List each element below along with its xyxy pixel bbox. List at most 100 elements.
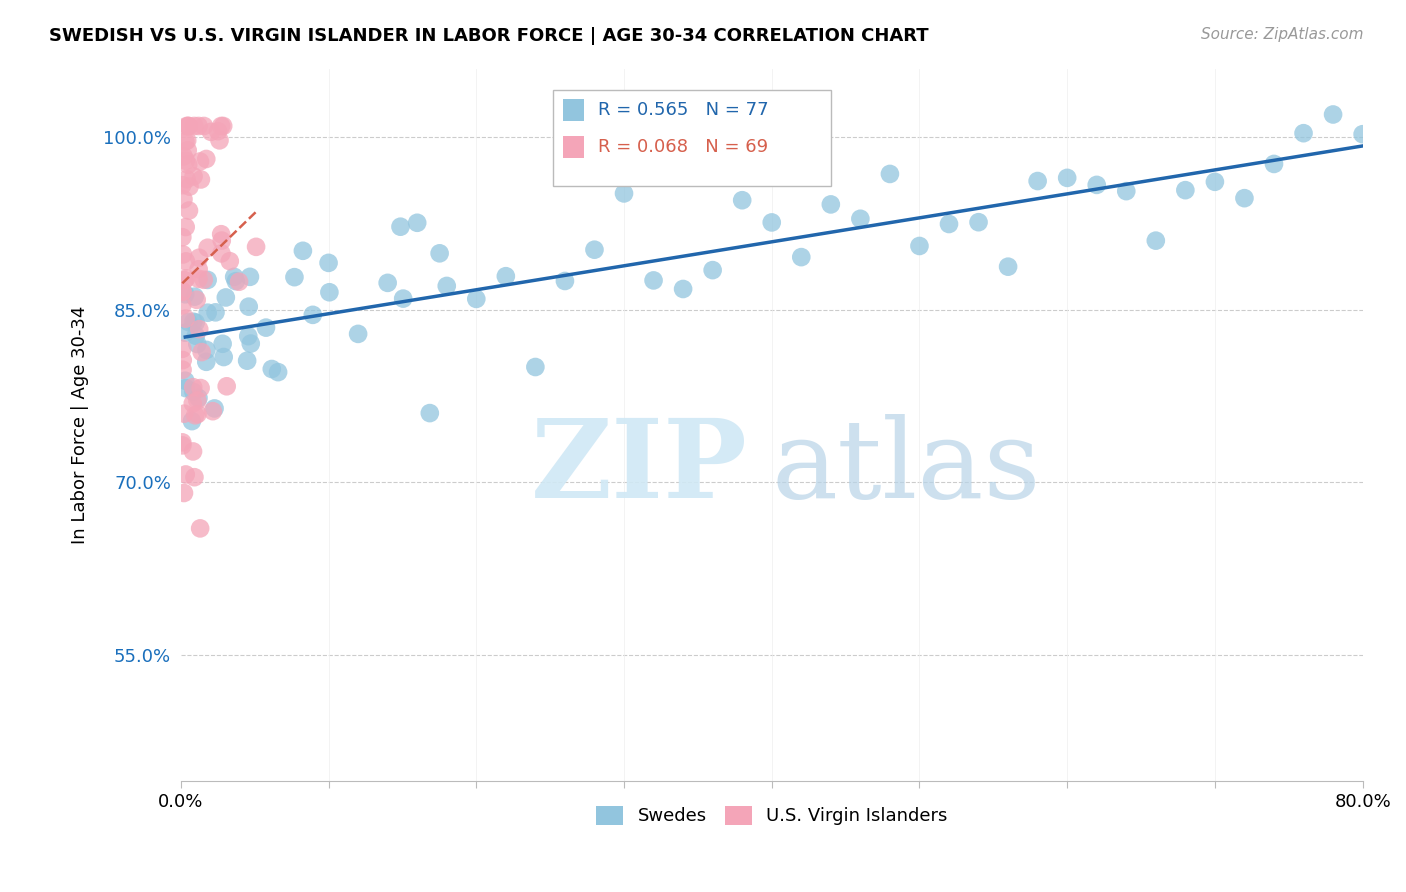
Point bbox=[187, 391, 209, 405]
Point bbox=[1026, 174, 1049, 188]
Point bbox=[207, 124, 229, 138]
Point bbox=[406, 216, 429, 230]
Point bbox=[215, 290, 238, 304]
Text: SWEDISH VS U.S. VIRGIN ISLANDER IN LABOR FORCE | AGE 30-34 CORRELATION CHART: SWEDISH VS U.S. VIRGIN ISLANDER IN LABOR… bbox=[49, 27, 929, 45]
Point bbox=[172, 247, 194, 261]
Text: ZIP: ZIP bbox=[531, 414, 748, 521]
Point bbox=[204, 401, 226, 416]
Point bbox=[184, 409, 207, 423]
Point bbox=[218, 254, 240, 268]
Point bbox=[177, 119, 200, 133]
Point bbox=[1233, 191, 1256, 205]
Point bbox=[211, 234, 233, 248]
Point bbox=[267, 365, 290, 379]
Point bbox=[183, 290, 205, 304]
Point bbox=[212, 350, 235, 364]
Point bbox=[212, 119, 235, 133]
Y-axis label: In Labor Force | Age 30-34: In Labor Force | Age 30-34 bbox=[72, 306, 89, 544]
Point bbox=[245, 240, 267, 254]
Point bbox=[209, 227, 232, 242]
Point bbox=[197, 241, 219, 255]
Point bbox=[419, 406, 441, 420]
Point bbox=[172, 435, 194, 450]
Point bbox=[174, 311, 197, 326]
Point bbox=[613, 186, 636, 201]
Point bbox=[172, 230, 194, 244]
Point bbox=[188, 521, 211, 535]
Point bbox=[731, 193, 754, 207]
Point bbox=[392, 292, 415, 306]
Point bbox=[173, 407, 195, 421]
Point bbox=[849, 211, 872, 226]
Point bbox=[225, 274, 247, 288]
Point bbox=[1174, 183, 1197, 197]
Point bbox=[188, 322, 211, 336]
Point bbox=[301, 308, 323, 322]
FancyBboxPatch shape bbox=[553, 90, 831, 186]
Point bbox=[172, 362, 194, 376]
Point bbox=[208, 133, 231, 147]
Point bbox=[179, 179, 201, 194]
Point bbox=[181, 444, 204, 458]
Point bbox=[174, 220, 197, 235]
Point bbox=[176, 133, 198, 147]
Point bbox=[238, 300, 260, 314]
Point bbox=[195, 355, 218, 369]
Point bbox=[790, 250, 813, 264]
Point bbox=[200, 125, 222, 139]
Point bbox=[186, 407, 208, 421]
Point bbox=[1351, 127, 1374, 141]
Point bbox=[174, 153, 197, 168]
Point bbox=[197, 273, 219, 287]
Point bbox=[209, 119, 232, 133]
Point bbox=[938, 217, 960, 231]
Point bbox=[211, 336, 233, 351]
Point bbox=[172, 284, 194, 298]
Point bbox=[193, 119, 215, 133]
Point bbox=[181, 380, 204, 394]
Point bbox=[174, 467, 197, 482]
Text: R = 0.565   N = 77: R = 0.565 N = 77 bbox=[598, 101, 769, 119]
Point bbox=[1381, 119, 1403, 133]
Point bbox=[188, 251, 211, 265]
Point bbox=[195, 152, 218, 166]
Point bbox=[291, 244, 314, 258]
Point bbox=[172, 192, 194, 206]
Point bbox=[174, 254, 197, 268]
Point bbox=[177, 143, 200, 157]
Point bbox=[183, 315, 205, 329]
Point bbox=[186, 293, 208, 307]
Point bbox=[672, 282, 695, 296]
Point bbox=[195, 343, 218, 357]
Point bbox=[583, 243, 606, 257]
Point bbox=[1292, 126, 1315, 140]
Point bbox=[702, 263, 724, 277]
Point bbox=[761, 215, 783, 229]
Point bbox=[184, 328, 207, 343]
Point bbox=[172, 353, 194, 368]
Point bbox=[997, 260, 1019, 274]
Point bbox=[254, 320, 277, 334]
Point bbox=[318, 285, 340, 300]
Point bbox=[173, 486, 195, 500]
Point bbox=[495, 269, 517, 284]
Point bbox=[183, 384, 205, 399]
Point bbox=[190, 381, 212, 395]
Point bbox=[190, 172, 212, 186]
Point bbox=[389, 219, 412, 234]
Point bbox=[554, 274, 576, 288]
Point bbox=[183, 470, 205, 484]
Point bbox=[174, 287, 197, 301]
Point bbox=[236, 353, 259, 368]
Legend: Swedes, U.S. Virgin Islanders: Swedes, U.S. Virgin Islanders bbox=[596, 806, 948, 825]
Point bbox=[465, 292, 488, 306]
Point bbox=[967, 215, 990, 229]
Point bbox=[176, 172, 198, 186]
Point bbox=[1115, 184, 1137, 198]
Point bbox=[187, 272, 209, 286]
Point bbox=[174, 135, 197, 149]
Text: atlas: atlas bbox=[772, 414, 1042, 521]
Bar bbox=[562, 136, 583, 158]
Point bbox=[174, 326, 197, 340]
Point bbox=[197, 306, 219, 320]
